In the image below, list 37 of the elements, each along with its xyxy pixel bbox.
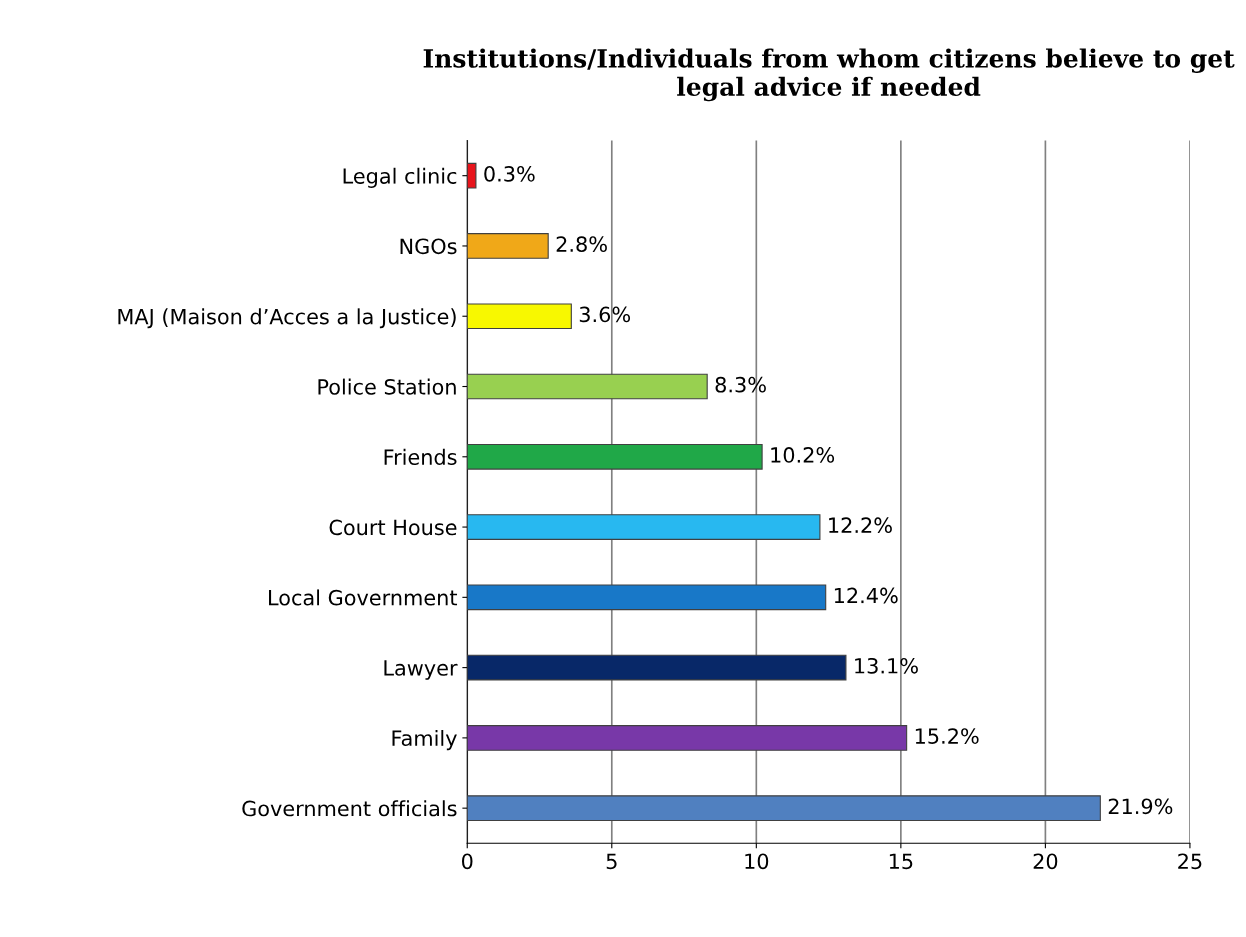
data-label: 13.1% bbox=[855, 657, 918, 674]
bar bbox=[467, 584, 827, 611]
x-tick-label: 0 bbox=[462, 853, 473, 870]
data-label: 8.3% bbox=[715, 376, 766, 393]
y-tick-label: MAJ (Maison d’Acces a la Justice) bbox=[118, 308, 456, 329]
y-tick-label: Local Government bbox=[269, 589, 458, 606]
bar bbox=[467, 373, 708, 400]
y-tick-label: Legal clinic bbox=[343, 167, 457, 188]
y-tick-label: Family bbox=[392, 729, 457, 751]
x-tick-label: 10 bbox=[745, 853, 769, 870]
chart-title: Institutions/Individuals from whom citizens believe to get legal advice if needed bbox=[423, 48, 1235, 102]
y-tick-label: Lawyer bbox=[384, 660, 458, 680]
data-label: 10.2% bbox=[771, 447, 835, 463]
data-label: 3.6% bbox=[579, 306, 631, 323]
y-tick-label: NGOs bbox=[400, 238, 457, 255]
bar bbox=[467, 162, 477, 189]
x-tick-label: 25 bbox=[1178, 853, 1202, 870]
bar bbox=[467, 795, 1101, 822]
x-tick-label: 5 bbox=[606, 853, 617, 870]
bar bbox=[467, 233, 549, 259]
y-tick-label: Government officials bbox=[242, 800, 457, 817]
x-tick-label: 20 bbox=[1033, 853, 1058, 870]
bar bbox=[467, 725, 908, 751]
y-tick-label: Court House bbox=[329, 519, 457, 536]
y-tick-label: Friends bbox=[384, 448, 457, 465]
data-label: 15.2% bbox=[915, 728, 979, 744]
x-tick-label: 15 bbox=[889, 853, 913, 870]
data-label: 12.2% bbox=[829, 517, 892, 534]
bar bbox=[467, 654, 847, 681]
bar bbox=[467, 443, 763, 470]
data-label: 12.4% bbox=[834, 587, 898, 604]
bar bbox=[467, 303, 572, 330]
y-tick-label: Police Station bbox=[318, 378, 456, 395]
data-label: 2.8% bbox=[556, 236, 607, 253]
data-label: 0.3% bbox=[484, 165, 535, 182]
bar bbox=[467, 514, 821, 540]
data-label: 21.9% bbox=[1108, 798, 1173, 815]
